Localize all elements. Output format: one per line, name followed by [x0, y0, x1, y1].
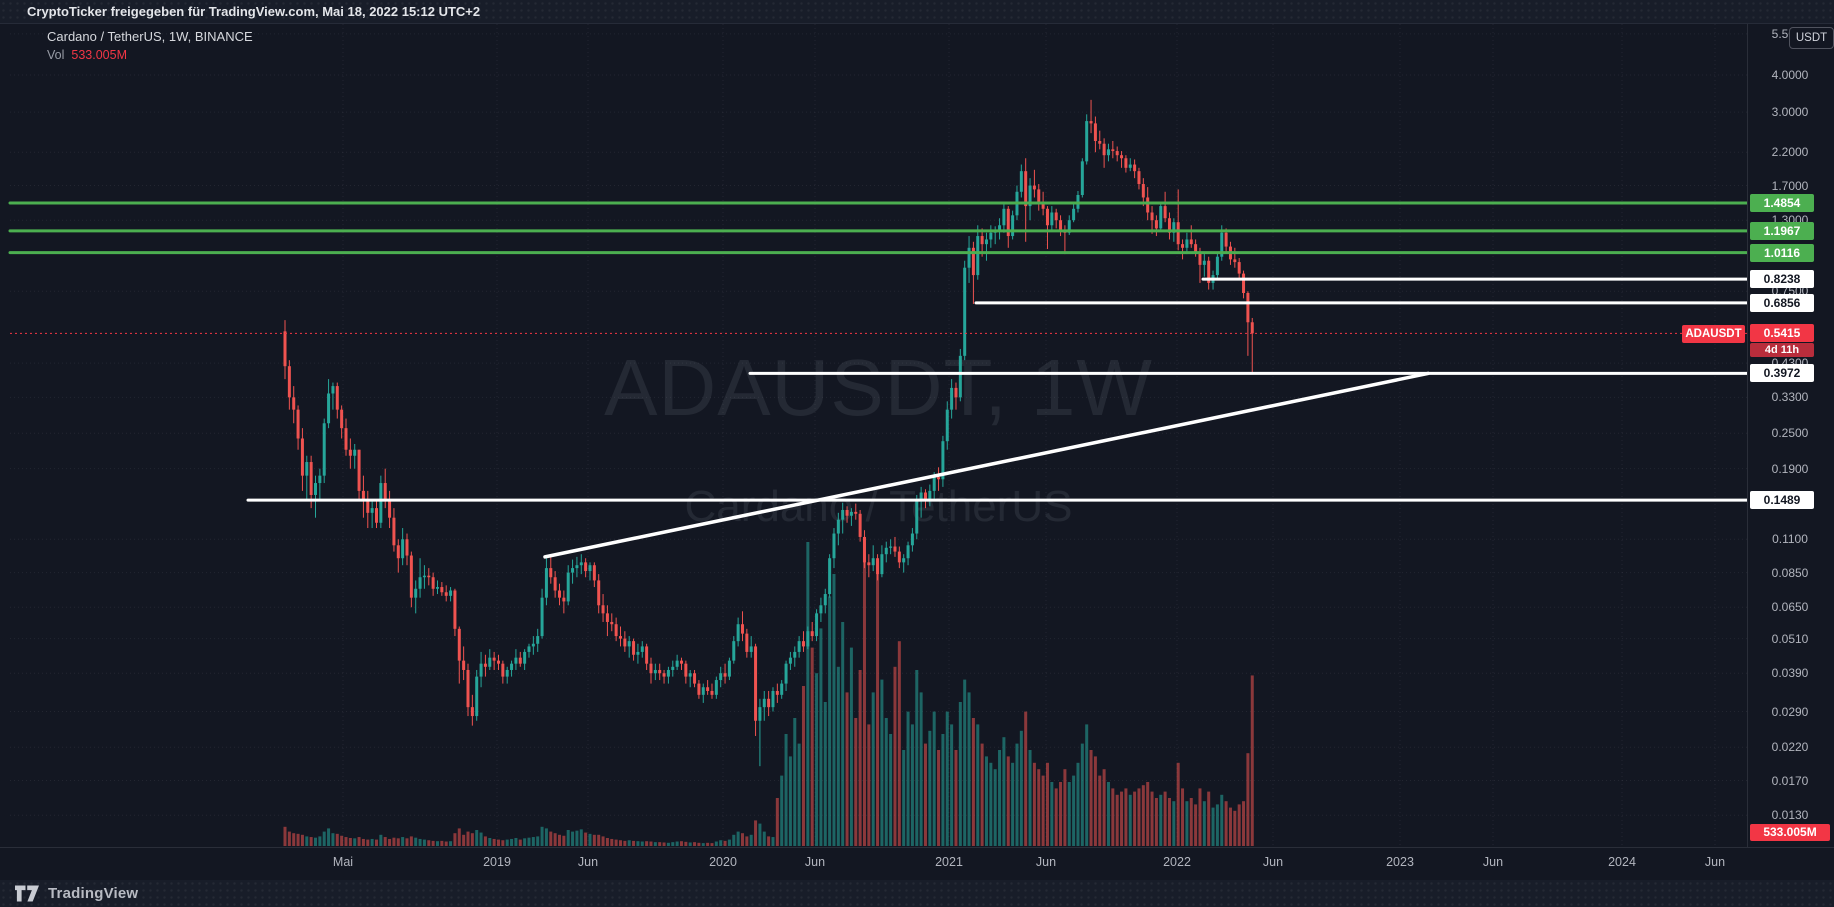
currency-toggle-button[interactable]: USDT — [1789, 27, 1834, 49]
price-level-badge-white: 0.6856 — [1750, 293, 1814, 312]
price-tick-label: 0.0170 — [1771, 773, 1809, 788]
time-axis[interactable]: Mai 2019 Jun 2020 Jun 2021 Jun 2022 Jun 2023 Jun 20… — [0, 847, 1834, 880]
attribution-bar: CryptoTicker freigegeben für TradingView… — [0, 0, 1834, 24]
time-tick-label: 2019 — [483, 855, 511, 869]
price-tick-label: 0.1900 — [1771, 461, 1809, 476]
price-tick-label: 0.0130 — [1771, 808, 1809, 823]
time-tick-label: Mai — [332, 855, 354, 869]
time-tick-label: Jun — [577, 855, 599, 869]
time-tick-label: 2021 — [935, 855, 963, 869]
time-tick-label: 2024 — [1608, 855, 1636, 869]
last-price-badge: 0.5415 — [1750, 324, 1814, 343]
time-tick-label: Jun — [1035, 855, 1057, 869]
price-level-badge-white: 0.3972 — [1750, 364, 1814, 383]
current-volume-badge: 533.005M — [1750, 824, 1830, 841]
time-tick-label: Jun — [1482, 855, 1504, 869]
time-tick-label: Jun — [1704, 855, 1726, 869]
price-tick-label: 0.3300 — [1771, 390, 1809, 405]
legend-volume-row[interactable]: Vol 533.005M — [47, 48, 253, 62]
time-tick-label: 2022 — [1163, 855, 1191, 869]
price-tick-label: 4.0000 — [1771, 67, 1809, 82]
candle-countdown-badge: 4d 11h — [1750, 343, 1814, 358]
price-tick-label: 0.0390 — [1771, 666, 1809, 681]
tradingview-logo-icon[interactable] — [14, 884, 41, 903]
price-level-badge-green: 1.0116 — [1750, 243, 1814, 262]
price-tick-label: 0.2500 — [1771, 426, 1809, 441]
price-tick-label: 3.0000 — [1771, 105, 1809, 120]
time-tick-label: 2023 — [1386, 855, 1414, 869]
candlestick-chart-canvas[interactable] — [0, 0, 1747, 847]
price-tick-label: 0.1100 — [1772, 532, 1808, 547]
price-tick-label: 0.0510 — [1771, 631, 1809, 646]
symbol-price-flag: ADAUSDT — [1682, 325, 1745, 343]
horizontal-level-lines — [8, 201, 1747, 502]
time-tick-label: Jun — [1262, 855, 1284, 869]
price-level-badge-white: 0.8238 — [1750, 270, 1814, 289]
price-tick-label: 0.0650 — [1771, 600, 1809, 615]
volume-series — [283, 542, 1254, 846]
tradingview-brand-text[interactable]: TradingView — [48, 885, 139, 902]
candlestick-series — [283, 99, 1254, 767]
time-tick-label: 2020 — [709, 855, 737, 869]
time-tick-label: Jun — [804, 855, 826, 869]
volume-value: 533.005M — [71, 48, 127, 62]
price-tick-label: 0.0290 — [1771, 704, 1809, 719]
price-tick-label: 0.0850 — [1771, 565, 1809, 580]
price-level-badge-white: 0.1489 — [1750, 491, 1814, 510]
price-tick-label: 2.2000 — [1771, 145, 1809, 160]
price-tick-label: 1.7000 — [1771, 178, 1809, 193]
volume-label: Vol — [47, 48, 65, 62]
price-level-badge-green: 1.1967 — [1750, 221, 1814, 240]
attribution-text: CryptoTicker freigegeben für TradingView… — [27, 4, 481, 19]
price-axis[interactable]: 5.50004.00003.00002.20001.70001.30000.75… — [1747, 24, 1834, 847]
trendline[interactable] — [543, 371, 1430, 559]
legend-symbol-title[interactable]: Cardano / TetherUS, 1W, BINANCE — [47, 29, 253, 44]
price-tick-label: 0.0220 — [1771, 740, 1809, 755]
price-level-badge-green: 1.4854 — [1750, 193, 1814, 212]
footer-bar: TradingView — [0, 880, 1834, 907]
chart-legend[interactable]: Cardano / TetherUS, 1W, BINANCE Vol 533.0… — [47, 29, 253, 62]
